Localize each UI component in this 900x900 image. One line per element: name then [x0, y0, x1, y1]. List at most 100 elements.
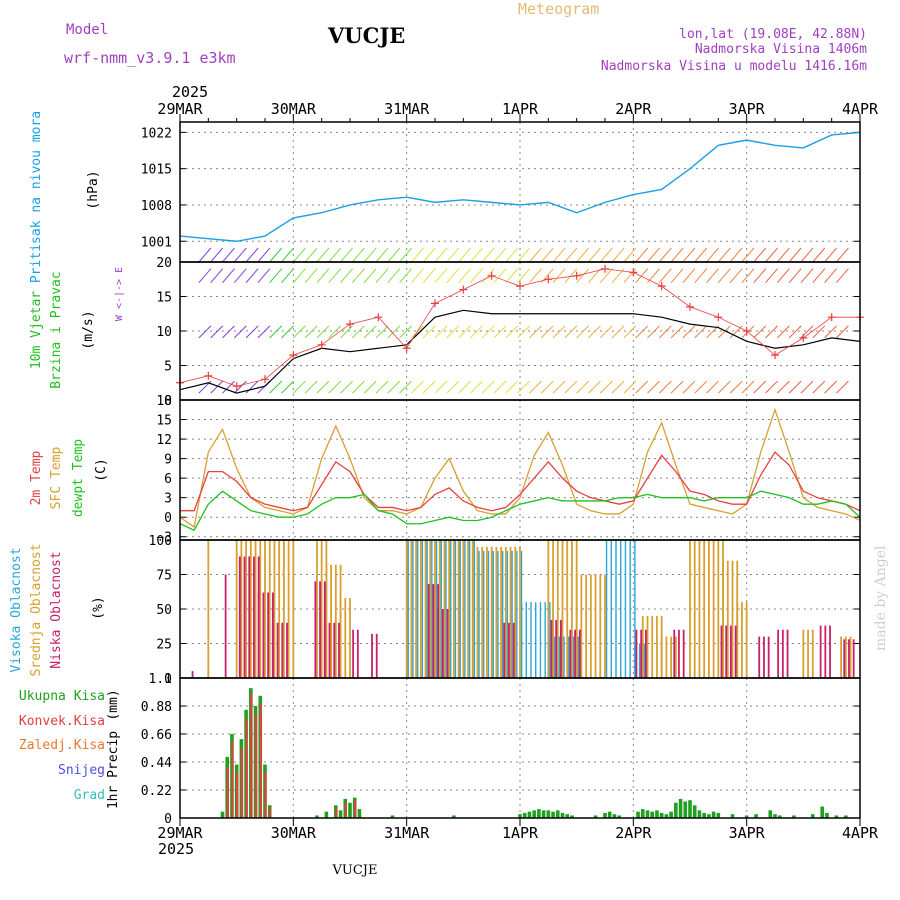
- wind-barb: [210, 380, 224, 394]
- wind-barb: [753, 325, 767, 339]
- wind-barb: [623, 380, 637, 394]
- y-tick-label: 3: [164, 492, 172, 507]
- wind-barb: [292, 268, 306, 284]
- wind-barb: [304, 247, 318, 263]
- wind-barb: [210, 268, 224, 284]
- wind-barb: [399, 247, 412, 263]
- total-rain-bar: [768, 810, 773, 818]
- total-rain-bar: [650, 811, 655, 818]
- wind-barb: [446, 268, 460, 284]
- date-label-bottom: 3APR: [729, 824, 766, 842]
- wind-barb: [706, 268, 719, 284]
- total-rain-bar: [220, 811, 225, 818]
- wind-barb: [269, 247, 283, 263]
- wind-barb: [198, 325, 212, 339]
- dewpoint-label: dewpt Temp: [71, 439, 86, 517]
- wind-barb: [753, 247, 767, 263]
- wind-barb: [670, 247, 684, 263]
- total-rain-bar: [820, 806, 825, 818]
- total-rain-bar: [522, 812, 527, 818]
- y-tick-label: 50: [156, 603, 172, 618]
- y-tick-label: 0: [164, 672, 172, 687]
- wind-barb: [458, 325, 471, 339]
- y-tick-label: 6: [164, 472, 172, 487]
- wind-barb: [776, 247, 790, 263]
- total-rain-bar: [532, 810, 536, 818]
- wind-barb: [269, 268, 283, 284]
- wind-barb: [505, 325, 519, 339]
- wind-label: 10m Vjetar: [29, 291, 44, 369]
- wind-barb: [517, 247, 531, 263]
- panel-frame: [179, 677, 861, 819]
- wind-barb: [836, 380, 849, 394]
- y-tick-label: 0: [164, 812, 172, 827]
- wind-barb: [564, 268, 578, 284]
- wind-barb: [292, 325, 306, 339]
- wind-barb: [800, 247, 814, 263]
- wind-barb: [411, 268, 424, 284]
- wind-barb: [623, 325, 637, 339]
- wind-barb: [245, 268, 259, 284]
- wind-barb: [446, 380, 460, 394]
- wind-barb: [765, 268, 778, 284]
- y-tick-label: 20: [156, 256, 172, 271]
- wind-barb: [529, 247, 542, 263]
- wind-barb: [222, 325, 235, 339]
- dewpoint-line: [179, 490, 861, 532]
- wind-barb: [387, 247, 401, 263]
- wind-barb: [694, 325, 708, 339]
- wind-barb: [694, 247, 708, 263]
- y-tick-label: 15: [156, 414, 172, 429]
- pressure-unit: (hPa): [86, 170, 101, 209]
- footer-station: VUCJE: [332, 863, 378, 878]
- wind-barb: [658, 325, 672, 339]
- wind-barb: [564, 247, 578, 263]
- wind-barb: [788, 325, 802, 339]
- high-cloud-label: Visoka Oblacnost: [9, 547, 24, 672]
- wind-barb: [529, 380, 542, 394]
- total-rain-bar: [607, 811, 612, 818]
- sfc-label: SFC Temp: [49, 447, 64, 510]
- total-rain-bar: [655, 810, 659, 818]
- wind-barb: [458, 380, 471, 394]
- wind-barb: [635, 268, 649, 284]
- wind-barb: [233, 380, 247, 394]
- wind-barb: [505, 380, 519, 394]
- total-rain-bar: [834, 815, 839, 818]
- wind-barb: [635, 247, 649, 263]
- wind-barb: [292, 380, 306, 394]
- convective-rain-bar: [236, 772, 239, 818]
- wind-barb: [765, 380, 778, 394]
- wind-unit: (m/s): [81, 310, 96, 349]
- wind-barb: [257, 325, 271, 339]
- total-rain-bar: [593, 815, 598, 818]
- credit-label: made by Angel: [873, 545, 889, 651]
- wind-barb: [576, 247, 590, 263]
- total-rain-bar: [688, 800, 692, 818]
- date-label-bottom: 31MAR: [384, 824, 430, 842]
- wind-barb: [517, 380, 530, 394]
- wind-barb: [470, 380, 483, 394]
- year-top: 2025: [172, 83, 208, 101]
- convective-rain-bar: [245, 718, 248, 818]
- wind-barb: [304, 380, 318, 394]
- wind-barb: [765, 325, 778, 339]
- total-rain-bar: [730, 814, 735, 818]
- wind-barb: [399, 380, 412, 394]
- wind-barb: [458, 268, 471, 284]
- wind-barb: [800, 380, 814, 394]
- wind-barb: [493, 247, 507, 263]
- wind-barb: [682, 380, 696, 394]
- wind-barb: [717, 380, 731, 394]
- total-rain-bar: [773, 814, 777, 818]
- wind-barb: [777, 325, 790, 339]
- total-rain-bar: [551, 811, 555, 818]
- total-rain-bar: [390, 815, 395, 818]
- wind-barb: [481, 247, 495, 263]
- total-rain-bar: [669, 811, 673, 818]
- wind-barb: [588, 325, 601, 339]
- wind-barb: [245, 247, 259, 263]
- wind-barb: [824, 380, 837, 394]
- wind-barb: [399, 325, 412, 339]
- wind-barb: [552, 247, 566, 263]
